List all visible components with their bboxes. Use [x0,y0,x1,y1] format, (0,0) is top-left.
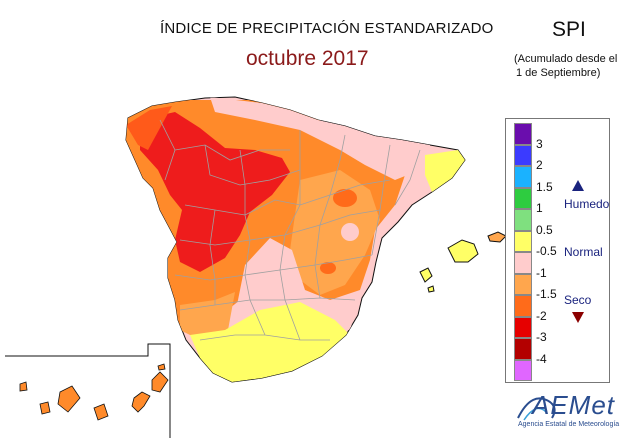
legend-tick-label: -1 [536,265,547,280]
legend-swatch [514,252,532,274]
logo-wordmark: AEMet [532,390,616,420]
spot-normal-madrid [341,223,359,241]
spot-dry-southeast [320,262,336,274]
zone-extreme-dry-coast [126,106,172,150]
legend-swatch [514,166,532,188]
island-ibiza [419,267,433,283]
island-menorca [487,231,507,243]
legend-swatch [514,144,532,166]
island-mallorca [447,239,479,263]
zone-extreme-dry-northwest [140,112,290,272]
legend-swatches [514,123,532,381]
legend-swatch [514,187,532,209]
map-title: ÍNDICE DE PRECIPITACIÓN ESTANDARIZADO [160,20,494,37]
legend-tick-label: -2 [536,308,547,323]
index-label: SPI [552,18,586,41]
accumulation-note-line2: 1 de Septiembre) [516,67,601,79]
zone-normal-low-north [210,97,430,180]
legend-swatch [514,230,532,252]
zone-normal-northeast [425,150,465,192]
legend-swatch [514,209,532,231]
category-humid: Humedo [564,197,610,211]
accumulation-note: (Acumulado desde el 1 de Septiembre) [514,52,634,80]
dry-arrow-icon [572,312,584,323]
legend-tick-label: -0.5 [536,244,557,258]
legend-tick-label: 3 [536,136,543,151]
map-subtitle-month: octubre 2017 [246,47,369,70]
legend-tick-label: -4 [536,351,547,366]
legend-tick-label: 0.5 [536,222,553,237]
island-formentera [427,285,435,293]
aemet-logo: AEMet Agencia Estatal de Meteorología [510,388,630,434]
canary-inset-frame [5,343,171,438]
legend-swatch [514,316,532,338]
logo-tagline: Agencia Estatal de Meteorología [518,421,620,428]
spi-legend: 3 2 1.5 1 0.5 -0.5 -1 -1.5 -2 -3 -4 Humedo Normal … [505,118,610,383]
legend-tick-label: -3 [536,330,547,344]
zone-normal-south [190,302,350,382]
humid-arrow-icon [572,180,584,191]
province-borders [159,119,421,341]
legend-tick-label: 1 [536,201,543,215]
canary-islands [19,363,169,421]
legend-swatch [514,123,532,145]
legend-swatch [514,338,532,360]
legend-tick-label: -1.5 [536,287,557,301]
legend-swatch [514,295,532,317]
legend-swatch [514,359,532,381]
accumulation-note-line1: (Acumulado desde el [514,53,618,65]
category-dry: Seco [564,293,592,307]
aemet-wave-icon [517,397,556,421]
legend-tick-label: 2 [536,158,543,172]
legend-swatch [514,273,532,295]
category-normal: Normal [564,245,603,259]
legend-tick-label: 1.5 [536,179,553,194]
spot-dry-center [333,189,357,207]
